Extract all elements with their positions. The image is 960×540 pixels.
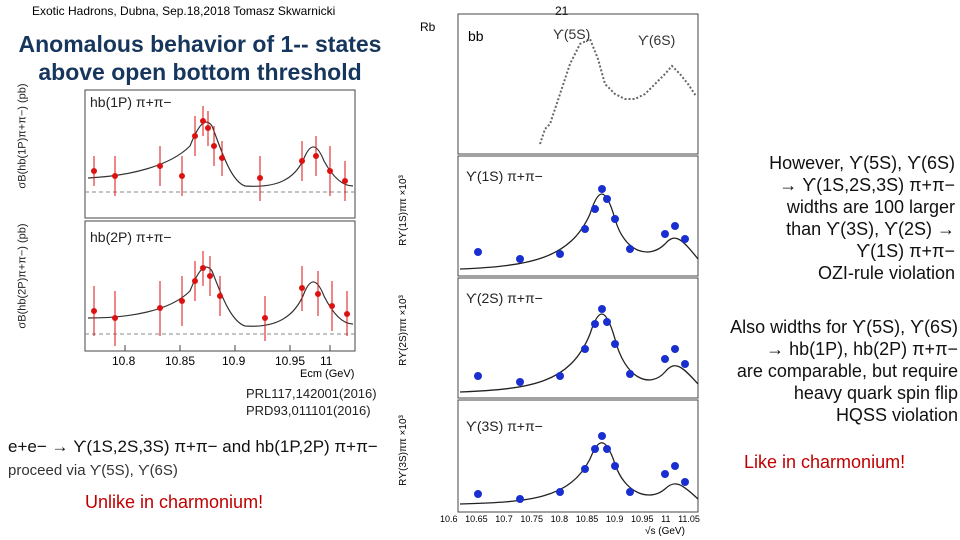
u-xtick-4: 10.75 (520, 514, 543, 524)
u3s-frame (457, 399, 699, 513)
u1s-frame (457, 155, 699, 277)
u-xtick-10: 11.05 (678, 514, 700, 524)
hb1p-frame (84, 89, 356, 219)
hqss-line1: Also widths for ϒ(5S), ϒ(6S) (730, 317, 958, 337)
hqss-line4: heavy quark spin flip (793, 383, 958, 403)
u1s-label: ϒ(1S) π+π− (466, 168, 543, 184)
hb-xtick-1: 10.8 (112, 354, 136, 368)
rb-curve (539, 37, 697, 145)
rb-frame (457, 13, 699, 155)
u-xtick-9: 11 (661, 514, 671, 524)
hb-xtick-3: 10.9 (222, 354, 246, 368)
u-xtick-7: 10.9 (605, 514, 624, 524)
hb-xaxis-title: Ecm (GeV) (300, 368, 355, 380)
u2s-points (474, 305, 689, 386)
upsilon-xticks: 10.6 10.65 10.7 10.75 10.8 10.85 10.9 10… (440, 514, 700, 524)
slide-title: Anomalous behavior of 1-- states above o… (0, 30, 400, 86)
header-left: Exotic Hadrons, Dubna, Sep.18,2018 Tomas… (32, 4, 336, 18)
u-xtick-3: 10.7 (495, 514, 513, 524)
hb2p-points (91, 251, 350, 346)
u3s-label: ϒ(3S) π+π− (466, 418, 543, 434)
like-charmonium: Like in charmonium! (744, 452, 906, 472)
u2s-fit (459, 313, 699, 393)
title-line2: above open bottom threshold (38, 59, 362, 85)
u2s-yaxis-title: Rϒ(2S)ππ ×10³ (397, 295, 409, 366)
u2s-label: ϒ(2S) π+π− (466, 290, 543, 306)
hb-xaxis-ticks (124, 345, 331, 351)
u-xtick-1: 10.6 (440, 514, 458, 524)
u1s-yaxis-title: Rϒ(1S)ππ ×10³ (397, 175, 409, 246)
u-xtick-2: 10.65 (465, 514, 488, 524)
upsilon6s-peak-label: ϒ(6S) (638, 32, 676, 48)
hqss-line3: are comparable, but require (736, 361, 958, 381)
upsilon-plots (457, 13, 699, 513)
references: PRL117,142001(2016) PRD93,011101(2016) (246, 385, 377, 419)
u-xtick-5: 10.8 (550, 514, 569, 524)
ozi-line2: → ϒ(1S,2S,3S) π+π− (779, 175, 955, 195)
ozi-line1: However, ϒ(5S), ϒ(6S) (769, 153, 955, 173)
u-xtick-6: 10.85 (575, 514, 599, 524)
hb2p-label: hb(2P) π+π− (90, 229, 172, 245)
ozi-line6: OZI-rule violation (817, 263, 955, 283)
u3s-yaxis-title: Rϒ(3S)ππ ×10³ (397, 415, 409, 486)
hb2p-frame (84, 220, 356, 352)
hb1p-points (91, 106, 348, 201)
reference-1: PRL117,142001(2016) (246, 386, 377, 401)
ozi-text: However, ϒ(5S), ϒ(6S) → ϒ(1S,2S,3S) π+π−… (725, 152, 955, 284)
u1s-points (474, 185, 689, 263)
hb-plots (84, 89, 356, 352)
hb1p-fit-curve (87, 121, 354, 187)
hb2p-fit-curve (87, 266, 354, 327)
ozi-line4: than ϒ(3S), ϒ(2S) → (786, 219, 955, 239)
hqss-line5: HQSS violation (835, 405, 958, 425)
u1s-fit (459, 193, 699, 270)
ozi-line5: ϒ(1S) π+π− (856, 241, 955, 261)
hb1p-label: hb(1P) π+π− (90, 94, 172, 110)
hb-xtick-2: 10.85 (165, 354, 196, 368)
process-line2: proceed via ϒ(5S), ϒ(6S) (8, 462, 178, 479)
rb-yaxis-title: Rb (420, 20, 436, 34)
u2s-frame (457, 277, 699, 399)
u3s-points (474, 432, 689, 503)
hb-xtick-4: 10.95 (275, 354, 306, 368)
hb1p-yaxis-title: σB(hb(1P)π+π−) (pb) (16, 83, 29, 189)
title-line1: Anomalous behavior of 1-- states (18, 31, 382, 57)
process-line1: e+e− → ϒ(1S,2S,3S) π+π− and hb(1P,2P) π+… (8, 437, 378, 456)
u-xtick-8: 10.95 (630, 514, 654, 524)
u3s-fit (459, 442, 699, 505)
ozi-line3: widths are 100 larger (786, 197, 955, 217)
reference-2: PRD93,011101(2016) (246, 403, 371, 418)
hb-xtick-5: 11 (320, 354, 333, 368)
unlike-charmonium: Unlike in charmonium! (85, 492, 264, 512)
upsilon5s-peak-label: ϒ(5S) (553, 26, 591, 42)
hb2p-yaxis-title: σB(hb(2P)π+π−) (pb) (16, 223, 29, 329)
hqss-line2: → hb(1P), hb(2P) π+π− (766, 339, 958, 359)
upsilon-xaxis-title: √s (GeV) (645, 526, 685, 537)
bb-label: bb (468, 28, 484, 44)
hqss-text: Also widths for ϒ(5S), ϒ(6S) → hb(1P), h… (700, 316, 958, 426)
